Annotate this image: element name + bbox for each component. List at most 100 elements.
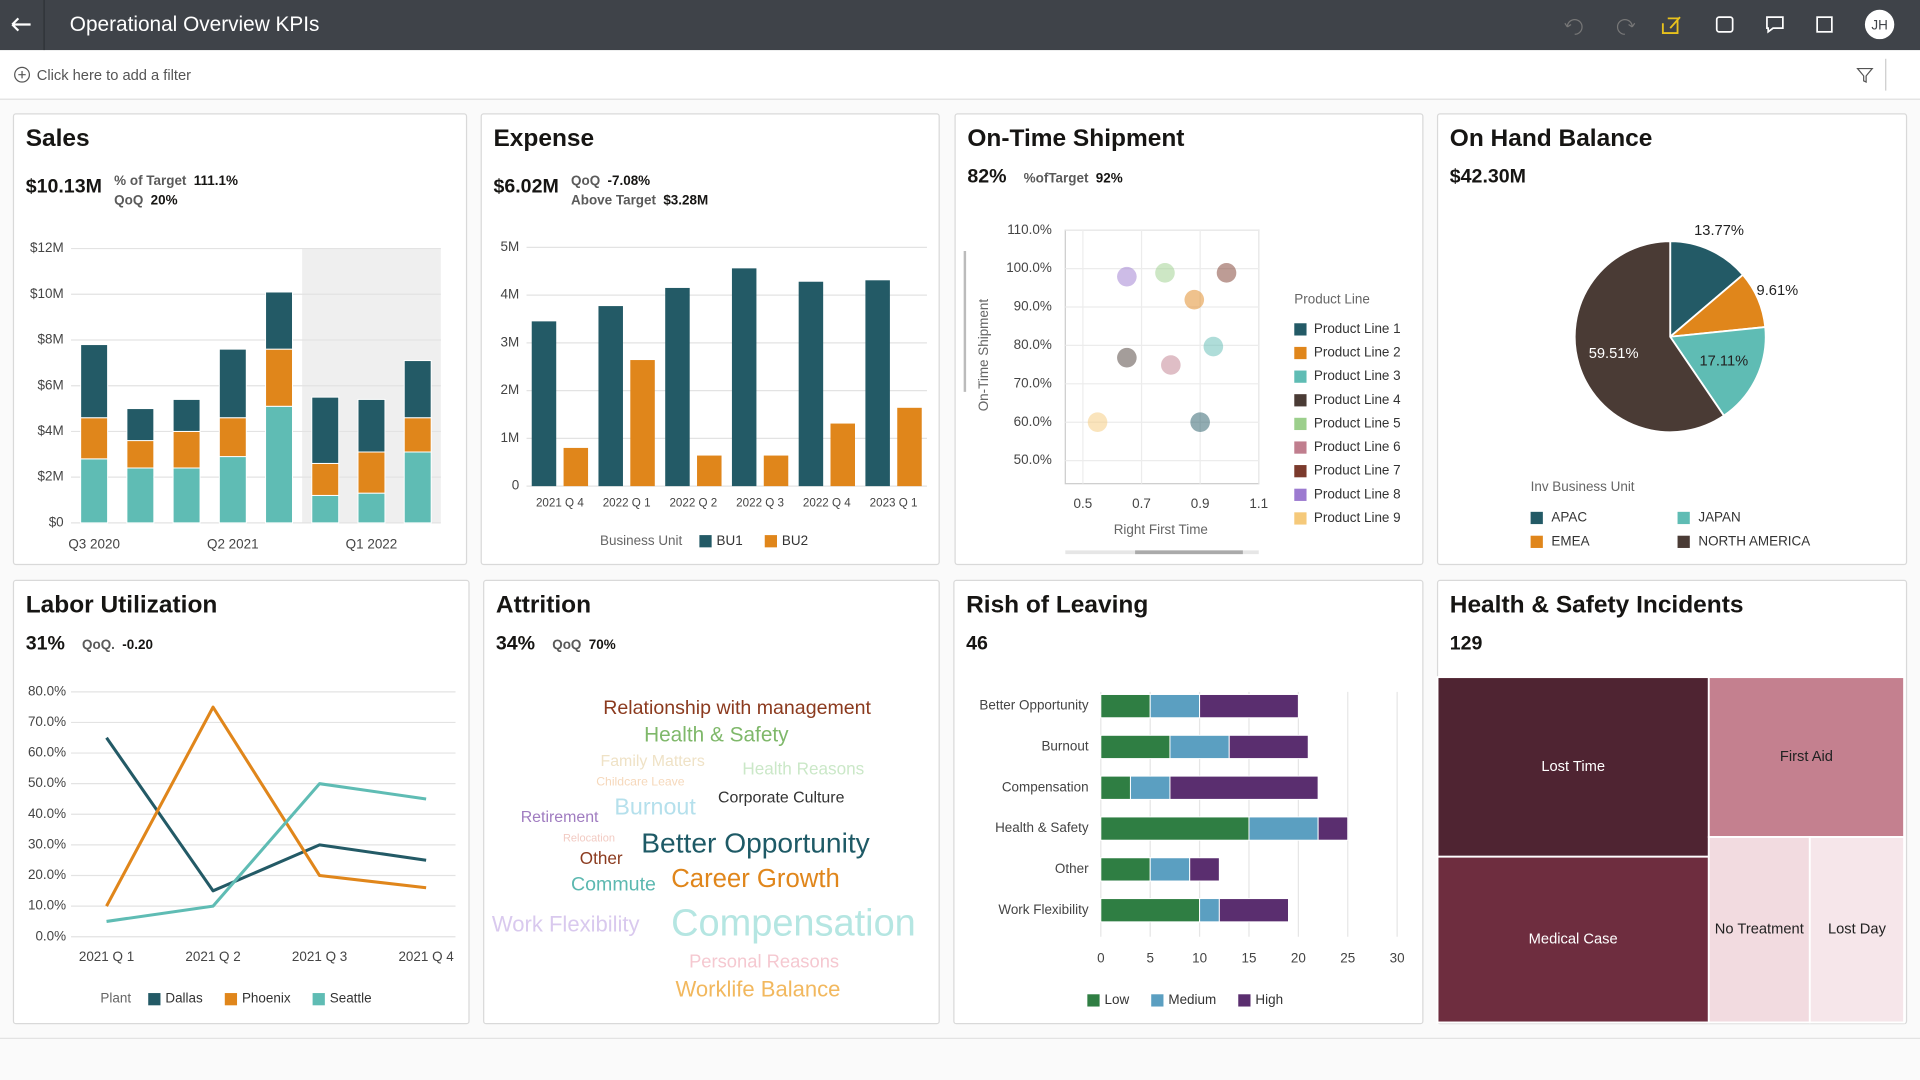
page-title: Operational Overview KPIs — [70, 13, 320, 36]
legend-label: Medium — [1168, 992, 1216, 1007]
metric-label: QoQ — [571, 173, 600, 188]
scatter-point — [1117, 347, 1137, 368]
bar-segment — [403, 360, 432, 419]
pie-slice — [1669, 240, 1745, 339]
treemap-label: Lost Day — [1828, 922, 1887, 938]
y-tick-label: Compensation — [1002, 779, 1089, 794]
bar-segment — [1169, 775, 1319, 800]
y-tick-label: Work Flexibility — [998, 902, 1088, 917]
legend-label: High — [1255, 992, 1283, 1007]
bar — [630, 360, 655, 487]
metric-label: QoQ. — [82, 637, 115, 652]
x-tick-label: Q3 2020 — [68, 536, 120, 551]
comments-button[interactable] — [1766, 16, 1784, 34]
present-button[interactable] — [1816, 16, 1833, 33]
bar-segment — [1100, 734, 1171, 760]
add-filter-link[interactable]: Click here to add a filter — [37, 68, 191, 84]
edit-button[interactable] — [1661, 16, 1681, 34]
legend-label: Product Line 7 — [1314, 463, 1401, 478]
treemap-cell — [1436, 676, 1710, 858]
metric-label: QoQ — [114, 192, 143, 207]
legend-swatch — [1294, 370, 1307, 383]
word: Burnout — [614, 793, 696, 819]
bar-segment — [1248, 816, 1319, 841]
bar-segment — [172, 398, 201, 432]
x-tick-label: 0 — [1097, 950, 1104, 965]
data-button[interactable] — [1715, 16, 1734, 33]
data-label: 17.11% — [1700, 354, 1749, 370]
x-tick-label: Q1 2022 — [346, 536, 398, 551]
bar-segment — [1317, 816, 1349, 841]
legend-label: Product Line 3 — [1314, 368, 1401, 383]
scatter-point — [1117, 266, 1137, 287]
y-tick-label: 4M — [500, 287, 519, 302]
bar — [563, 447, 589, 487]
x-tick-label: 30 — [1390, 950, 1405, 965]
panel-title: Labor Utilization — [26, 592, 218, 619]
top-bar — [0, 0, 1920, 51]
bar-segment — [357, 398, 386, 453]
y-tick-label: 0 — [512, 478, 519, 493]
bar — [897, 407, 922, 487]
word: Retirement — [521, 809, 599, 826]
user-avatar[interactable] — [1864, 9, 1895, 40]
user-initials: JH — [1871, 17, 1887, 32]
kpi-value: 82% — [967, 166, 1006, 188]
bar-segment — [265, 348, 293, 407]
metric-value: -0.20 — [122, 637, 153, 652]
bar-segment — [265, 405, 293, 524]
y-tick-label: 90.0% — [1014, 299, 1052, 314]
legend-swatch — [1294, 394, 1307, 407]
word: Career Growth — [671, 865, 840, 893]
x-tick-label: 2021 Q 1 — [79, 949, 134, 964]
x-tick-label: 5 — [1146, 950, 1153, 965]
scatter-point — [1216, 263, 1237, 283]
filter-icon[interactable] — [1856, 67, 1874, 84]
metric-value: 92% — [1096, 170, 1123, 185]
bar-segment — [1218, 898, 1289, 923]
x-tick-label: 2021 Q 3 — [292, 949, 347, 964]
panel — [953, 579, 1424, 1025]
word: Work Flexibility — [492, 912, 640, 937]
legend-label: Product Line 4 — [1314, 392, 1401, 407]
legend-title: Plant — [100, 991, 131, 1006]
y-tick-label: 110.0% — [1007, 222, 1052, 237]
x-tick-label: 2022 Q 1 — [603, 496, 651, 509]
metric-value: $3.28M — [663, 192, 708, 207]
treemap-label: Lost Time — [1541, 759, 1605, 775]
kpi-value: 46 — [966, 632, 988, 654]
bar-segment — [218, 348, 247, 419]
filter-bar — [0, 50, 1920, 100]
y-tick-label: 100.0% — [1006, 260, 1052, 275]
scatter-point — [1155, 263, 1175, 283]
y-tick-label: $4M — [38, 423, 64, 438]
undo-button[interactable] — [1564, 19, 1583, 35]
legend-title: Inv Business Unit — [1531, 479, 1635, 494]
legend-swatch — [1530, 535, 1543, 548]
y-tick-label: Health & Safety — [995, 820, 1089, 835]
legend-label: EMEA — [1551, 533, 1589, 548]
scatter-point — [1203, 336, 1224, 357]
legend-swatch — [1294, 465, 1307, 478]
redo-button[interactable] — [1616, 19, 1636, 35]
data-label: 9.61% — [1757, 283, 1799, 299]
y-tick-label: $2M — [38, 469, 64, 484]
y-tick-label: 40.0% — [28, 806, 66, 821]
y-tick-label: 0.0% — [35, 928, 66, 943]
legend-label: BU1 — [717, 533, 743, 548]
word: Health & Safety — [644, 723, 789, 746]
y-tick-label: 50.0% — [28, 775, 66, 790]
y-tick-label: 2M — [500, 382, 519, 397]
bar — [598, 306, 623, 487]
legend-label: Phoenix — [242, 991, 291, 1006]
y-axis-title: On-Time Shipment — [976, 299, 991, 412]
legend-label: APAC — [1551, 510, 1587, 525]
bar-segment — [126, 408, 155, 442]
bar-segment — [265, 291, 293, 350]
word: Family Matters — [601, 753, 705, 770]
legend-swatch — [1294, 417, 1307, 431]
add-filter-icon[interactable] — [14, 66, 30, 83]
back-button[interactable] — [11, 17, 31, 32]
legend-swatch — [1294, 346, 1307, 360]
metric-label: QoQ — [552, 637, 581, 652]
